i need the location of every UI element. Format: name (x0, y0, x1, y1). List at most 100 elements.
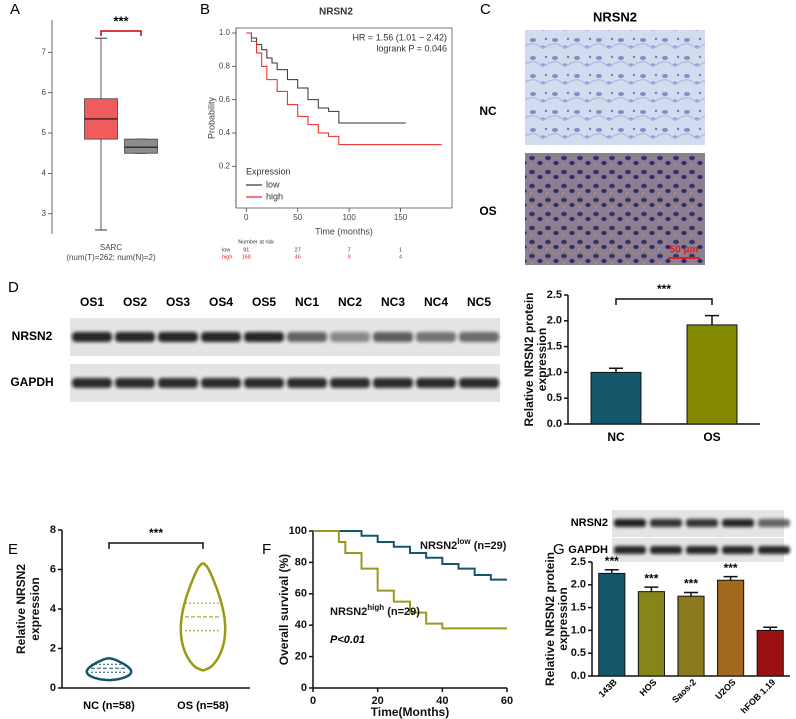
error-bar (684, 591, 698, 597)
blot-d: NRSN2 GAPDH (10, 318, 500, 402)
plot-frame (235, 27, 453, 209)
y-axis-title: Relative NRSN2 protein (543, 552, 557, 686)
lane-label: OS5 (252, 295, 276, 309)
significance: *** (657, 282, 671, 296)
y-axis-title: Probability (206, 96, 216, 139)
panel-label: A (10, 1, 20, 18)
x-tick-label: OS (703, 430, 720, 444)
y-tick-label: 2 (50, 642, 56, 654)
blot-band (158, 332, 198, 342)
y-tick-label: 1.5 (547, 341, 562, 353)
x-tick-label: hFOB 1.19 (739, 677, 778, 716)
blot-band (287, 378, 327, 388)
blot-band (686, 546, 718, 554)
y-tick-label: 0.6 (219, 95, 231, 104)
y-tick-label: 0.2 (219, 161, 231, 170)
curve-label: NRSN2high (n=29) (330, 603, 420, 618)
y-axis-title: expression (28, 577, 42, 640)
lane-label: OS2 (123, 295, 147, 309)
risk-count: 27 (295, 247, 301, 253)
y-tick-label: 2.0 (571, 579, 586, 591)
y-tick-label: 4 (50, 603, 57, 615)
bar (598, 572, 626, 677)
risk-row-name: low (222, 247, 230, 253)
risk-row-name: high (222, 254, 232, 260)
lane-label: NC3 (381, 295, 405, 309)
ihc-title: NRSN2 (593, 9, 637, 24)
x-tick-label: 40 (436, 695, 448, 707)
y-axis-title: expression (535, 328, 549, 391)
x-axis-subtitle: (num(T)=262; num(N)=2) (66, 253, 156, 262)
y-axis-title: expression (556, 587, 570, 650)
blot-band (722, 519, 754, 527)
survival-curve (313, 530, 507, 630)
risk-table-title: Number at risk (238, 239, 274, 245)
blot-band (373, 378, 413, 388)
lane-label: NC2 (338, 295, 362, 309)
significance-bracket (100, 30, 142, 36)
blot-band (459, 378, 499, 388)
significance: *** (684, 577, 698, 591)
risk-count: 1 (399, 247, 402, 253)
risk-count: 4 (399, 254, 402, 260)
blot-band (72, 378, 112, 388)
blot-row-label: NRSN2 (12, 329, 53, 343)
significance: *** (149, 526, 163, 540)
bar (590, 371, 642, 425)
x-tick-label: Saos-2 (670, 677, 698, 705)
blot-band (758, 519, 790, 527)
y-tick-label: 0.5 (571, 647, 586, 659)
x-tick-label: OS (n=58) (177, 700, 229, 712)
y-tick-label: 100 (289, 525, 307, 537)
legend-label: high (266, 191, 283, 201)
y-tick-label: 0 (50, 682, 56, 694)
y-tick-label: 1.0 (547, 366, 562, 378)
y-tick-label: 0.5 (547, 392, 562, 404)
y-axis-title: Overall survival (%) (277, 554, 291, 665)
curve-label-name: NRSN2 (420, 540, 457, 552)
blot-band (330, 332, 370, 342)
blot-band (244, 378, 284, 388)
y-tick-label: 20 (295, 651, 307, 663)
panel-label: G (553, 541, 565, 558)
significance-bracket (108, 542, 204, 549)
y-tick-label: 4 (42, 169, 47, 178)
error-bar (723, 575, 738, 581)
risk-count: 46 (295, 254, 301, 260)
lane-label: OS3 (166, 295, 190, 309)
blot-band (722, 546, 754, 554)
scale-bar-label: 50 μm (670, 245, 699, 256)
box (124, 138, 158, 154)
y-tick-label: 6 (42, 88, 47, 97)
x-axis-title: SARC (100, 243, 122, 252)
ihc-row-label: NC (479, 104, 497, 118)
y-tick-label: 1.0 (219, 28, 231, 37)
error-bar (705, 314, 719, 325)
legend-label: low (266, 179, 280, 189)
ihc-image-nc (525, 30, 705, 145)
significance-bracket (615, 298, 713, 305)
y-tick-label: 1.0 (571, 624, 586, 636)
violin (179, 562, 227, 672)
y-tick-label: 0 (301, 682, 307, 694)
x-tick-label: NC (607, 430, 625, 444)
statistic: HR = 1.56 (1.01 − 2.42) (352, 32, 447, 42)
bar (756, 629, 784, 677)
y-tick-label: 6 (50, 563, 56, 575)
blot-band (416, 378, 456, 388)
ihc-panel: NRSN2 NC OS 50 μm (479, 9, 705, 265)
panel-label: E (8, 541, 18, 558)
significance: *** (605, 554, 619, 568)
error-bar (604, 569, 619, 574)
blot-band (459, 332, 499, 342)
blot-band (614, 519, 646, 527)
x-axis-title: Time(Months) (371, 705, 449, 719)
blot-band (244, 332, 284, 342)
ihc-image-os (525, 153, 705, 265)
blot-band (614, 546, 646, 554)
survival-curve (246, 32, 442, 146)
x-tick-label: 60 (501, 695, 513, 707)
lane-label: NC1 (295, 295, 319, 309)
lane-label: OS4 (209, 295, 233, 309)
